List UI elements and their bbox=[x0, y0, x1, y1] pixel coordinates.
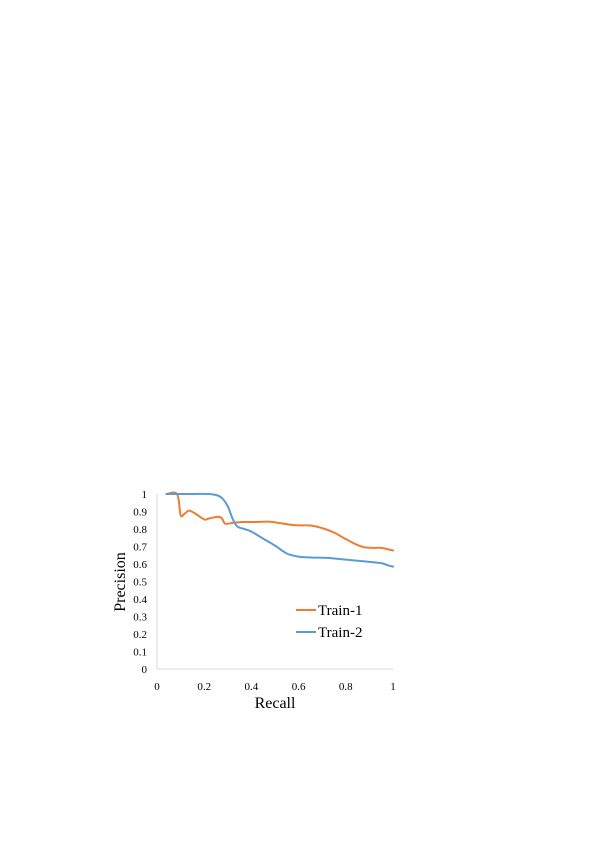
x-tick-labels: 0 0.2 0.4 0.6 0.8 1 bbox=[154, 681, 396, 693]
x-tick-label: 0.8 bbox=[339, 681, 353, 693]
x-tick-label: 1 bbox=[390, 681, 396, 693]
y-tick-label: 0.1 bbox=[133, 647, 147, 659]
series-lines bbox=[165, 491, 394, 568]
y-tick-labels: 0 0.1 0.2 0.3 0.4 0.5 0.6 0.7 0.8 0.9 1 bbox=[133, 489, 147, 676]
y-tick-label: 0.4 bbox=[133, 594, 147, 606]
x-tick-label: 0.2 bbox=[197, 681, 211, 693]
x-tick-label: 0.6 bbox=[292, 681, 306, 693]
y-tick-label: 0.9 bbox=[133, 507, 147, 519]
y-tick-label: 0 bbox=[142, 664, 148, 676]
legend-label-train-2: Train-2 bbox=[318, 625, 362, 641]
y-axis-title: Precision bbox=[112, 552, 129, 612]
series-line-train-2 bbox=[165, 492, 394, 568]
y-tick-label: 0.8 bbox=[133, 524, 147, 536]
y-tick-label: 0.6 bbox=[133, 559, 147, 571]
y-tick-label: 0.2 bbox=[133, 629, 147, 641]
x-axis-title: Recall bbox=[255, 695, 296, 712]
y-tick-label: 0.5 bbox=[133, 577, 147, 589]
series-line-train-1 bbox=[165, 491, 394, 552]
legend: Train-1 Train-2 bbox=[296, 603, 362, 641]
x-tick-label: 0.4 bbox=[245, 681, 259, 693]
x-tick-label: 0 bbox=[154, 681, 160, 693]
y-tick-label: 0.3 bbox=[133, 612, 147, 624]
legend-label-train-1: Train-1 bbox=[318, 603, 362, 619]
y-tick-label: 1 bbox=[142, 489, 148, 501]
y-tick-label: 0.7 bbox=[133, 542, 147, 554]
